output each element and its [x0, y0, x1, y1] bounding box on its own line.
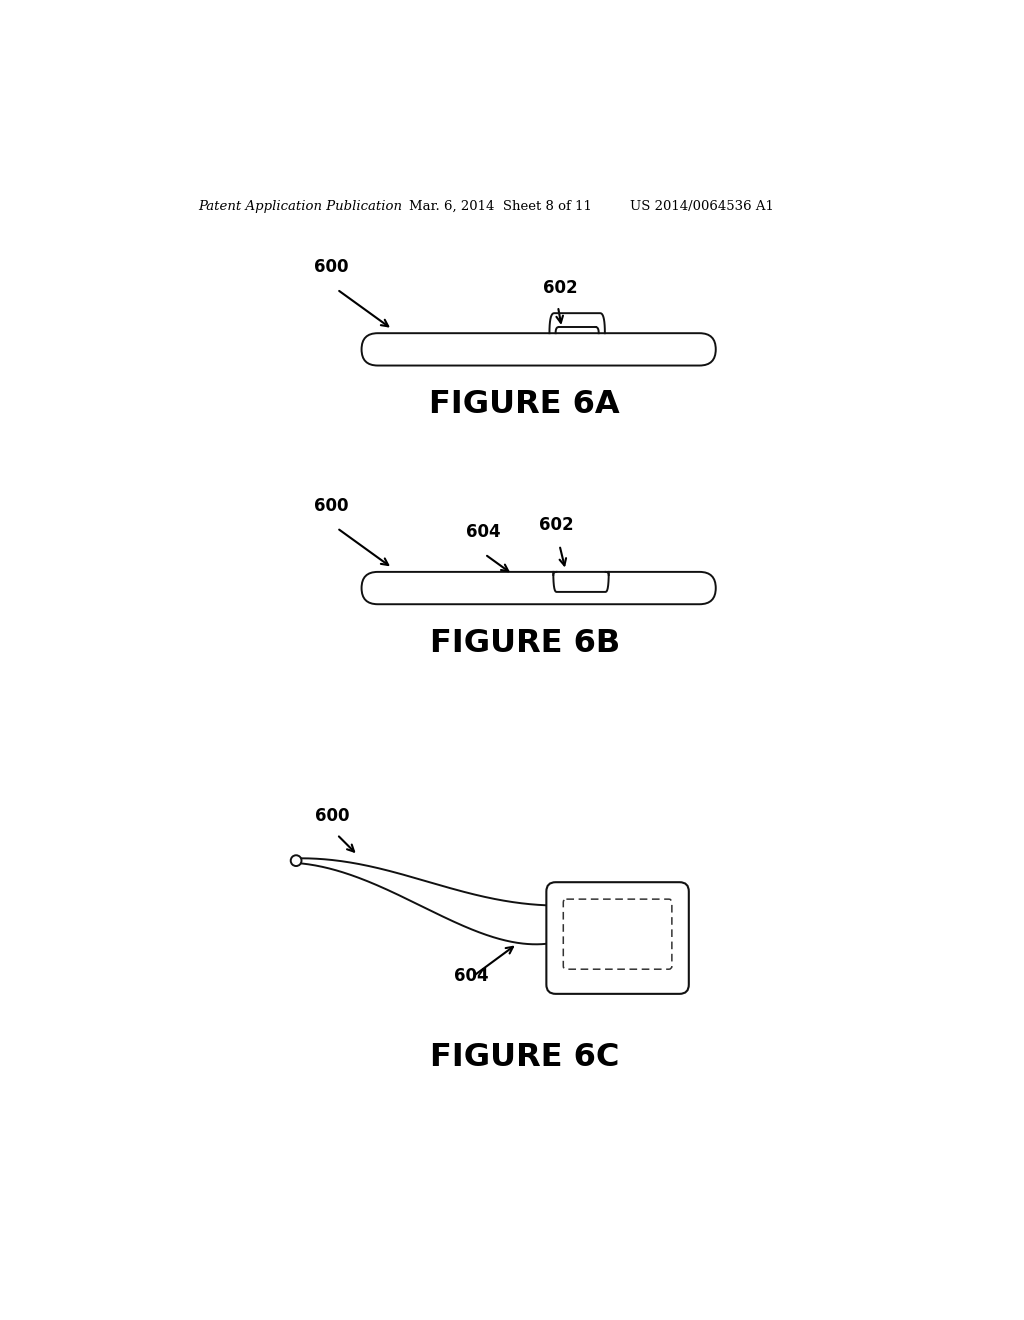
Text: FIGURE 6C: FIGURE 6C [430, 1043, 620, 1073]
FancyBboxPatch shape [563, 899, 672, 969]
Text: 600: 600 [313, 498, 348, 515]
Text: 604: 604 [466, 523, 501, 541]
Text: FIGURE 6B: FIGURE 6B [430, 628, 620, 659]
Text: Mar. 6, 2014  Sheet 8 of 11: Mar. 6, 2014 Sheet 8 of 11 [410, 199, 592, 213]
Text: FIGURE 6A: FIGURE 6A [429, 389, 621, 420]
Text: 602: 602 [539, 516, 573, 533]
FancyBboxPatch shape [547, 882, 689, 994]
Text: Patent Application Publication: Patent Application Publication [199, 199, 402, 213]
Text: 602: 602 [543, 279, 578, 297]
Text: 600: 600 [315, 807, 350, 825]
Polygon shape [296, 858, 547, 944]
Text: 604: 604 [454, 966, 488, 985]
Text: 600: 600 [313, 259, 348, 276]
FancyBboxPatch shape [361, 333, 716, 366]
FancyBboxPatch shape [361, 572, 716, 605]
Circle shape [291, 855, 301, 866]
Text: US 2014/0064536 A1: US 2014/0064536 A1 [630, 199, 773, 213]
